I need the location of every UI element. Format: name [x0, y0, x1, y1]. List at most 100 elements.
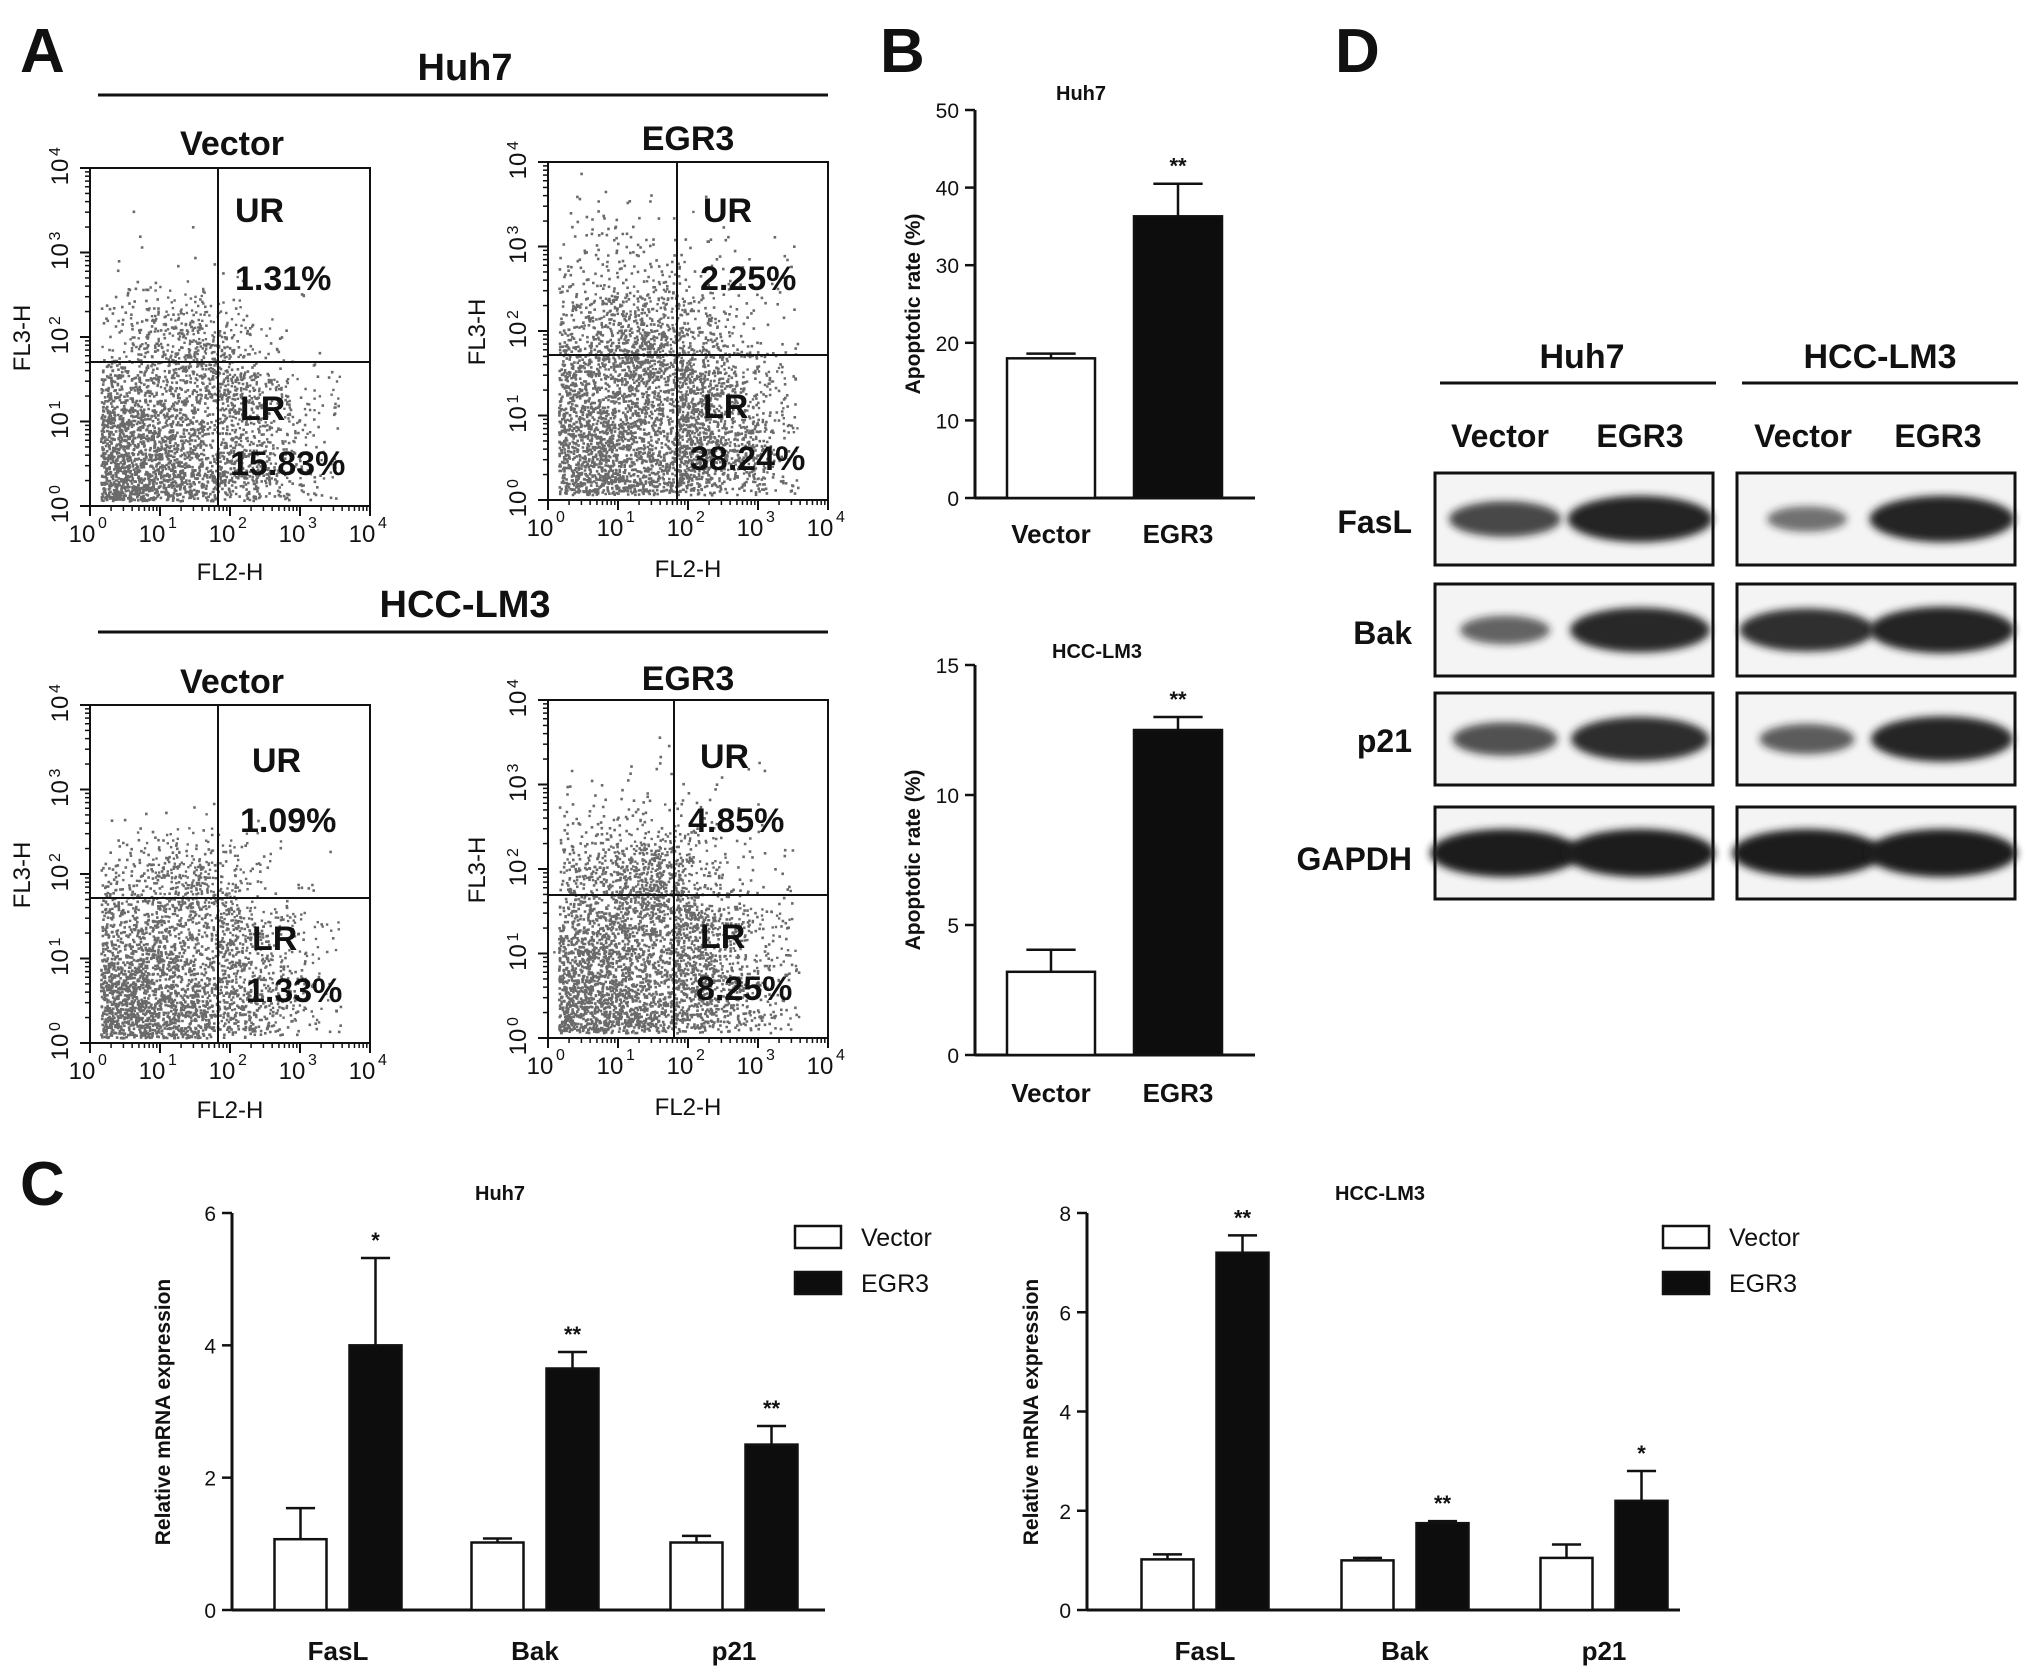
x-axis-label: FL2-H — [197, 559, 264, 586]
protein-band — [1430, 829, 1580, 877]
y-tick-exponent: 2 — [47, 316, 64, 325]
blot-protein-label: Bak — [1353, 615, 1412, 651]
bar — [1005, 970, 1097, 1057]
bar — [744, 1443, 799, 1612]
y-tick-label: 50 — [936, 100, 959, 123]
x-tick-label: 10 — [597, 515, 624, 542]
protein-band — [1565, 829, 1715, 877]
x-axis-label: FL2-H — [197, 1097, 264, 1124]
y-tick-label: 20 — [936, 333, 959, 356]
x-tick-label: 10 — [807, 515, 834, 542]
y-tick-label: 0 — [947, 1045, 959, 1068]
ur-percent: 1.31% — [235, 260, 331, 298]
x-axis-label: FL2-H — [655, 556, 722, 583]
protein-band — [1869, 606, 2015, 654]
y-tick-label: 0 — [947, 488, 959, 511]
protein-band — [1867, 829, 2017, 877]
bar — [348, 1344, 403, 1612]
bar — [273, 1537, 328, 1612]
bar — [1132, 728, 1224, 1057]
y-tick-exponent: 4 — [47, 147, 64, 156]
x-tick-exponent: 1 — [168, 1052, 177, 1069]
protein-band — [1759, 723, 1855, 755]
significance-marker: ** — [1434, 1491, 1452, 1516]
x-tick-exponent: 0 — [556, 1047, 565, 1064]
event-dot-cloud — [100, 210, 343, 503]
bar — [1340, 1559, 1395, 1612]
ur-label: UR — [703, 192, 752, 230]
category-label: EGR3 — [1143, 1078, 1214, 1108]
ur-label: UR — [700, 738, 749, 776]
legend-swatch — [793, 1224, 843, 1250]
panel-letter-c: C — [20, 1150, 65, 1219]
x-ticks: 10 0 10 1 10 2 10 3 10 4 — [527, 1038, 845, 1080]
x-tick-label: 10 — [737, 1053, 764, 1080]
category-label: p21 — [712, 1636, 757, 1666]
flow-plot: EGR3 UR 2.25% LR 38.24% FL2-H FL3-H 10 0 1… — [464, 120, 845, 583]
category-label: p21 — [1582, 1636, 1627, 1666]
y-tick-label: 2 — [204, 1468, 216, 1491]
y-tick-exponent: 0 — [47, 1022, 64, 1031]
y-tick-label: 10 — [505, 944, 532, 971]
y-tick-exponent: 2 — [505, 310, 522, 319]
y-tick-label: 6 — [204, 1203, 216, 1226]
x-tick-label: 10 — [527, 515, 554, 542]
lr-label: LR — [703, 388, 748, 426]
blot-lane-label: EGR3 — [1596, 418, 1683, 454]
flow-panel: Huh7 HCC-LM3 Vector UR 1.31% LR 15.83% F… — [9, 47, 845, 1124]
bar — [470, 1541, 525, 1612]
category-label: EGR3 — [1143, 519, 1214, 549]
protein-band — [1460, 615, 1550, 645]
y-ticks: 10 0 10 1 10 2 10 3 10 4 — [505, 679, 548, 1055]
legend-swatch — [1661, 1224, 1711, 1250]
flow-plot-title: EGR3 — [642, 660, 735, 698]
legend-label: Vector — [1729, 1224, 1800, 1252]
ur-percent: 1.09% — [240, 802, 336, 840]
x-tick-exponent: 2 — [238, 515, 247, 532]
protein-band — [1767, 506, 1847, 532]
x-tick-exponent: 0 — [98, 515, 107, 532]
x-tick-exponent: 0 — [556, 509, 565, 526]
x-ticks: 10 0 10 1 10 2 10 3 10 4 — [527, 500, 845, 542]
y-tick-label: 10 — [505, 860, 532, 887]
x-tick-label: 10 — [69, 1058, 96, 1085]
event-dot-cloud — [558, 172, 800, 497]
y-tick-exponent: 1 — [47, 401, 64, 410]
event-dots — [553, 736, 801, 1035]
protein-band — [1571, 716, 1709, 762]
bar — [1614, 1499, 1669, 1612]
y-axis-label: FL3-H — [9, 305, 36, 372]
chart-title: HCC-LM3 — [1052, 641, 1142, 663]
y-tick-label: 0 — [1059, 1600, 1071, 1623]
protein-band — [1567, 495, 1713, 543]
bar-chart-apoptosis-hcclm3: HCC-LM3 Apoptotic rate (%) 0 5 10 15 Vector ** E… — [902, 641, 1255, 1108]
y-tick-label: 10 — [47, 159, 74, 186]
x-tick-exponent: 4 — [836, 1047, 845, 1064]
y-axis-label: Apoptotic rate (%) — [902, 214, 925, 395]
blot-protein-label: GAPDH — [1296, 841, 1412, 877]
y-tick-exponent: 4 — [505, 141, 522, 150]
legend-label: Vector — [861, 1224, 932, 1252]
y-tick-label: 0 — [204, 1600, 216, 1623]
y-tick-label: 30 — [936, 255, 959, 278]
x-tick-label: 10 — [527, 1053, 554, 1080]
protein-band — [1570, 607, 1710, 653]
bar — [545, 1367, 600, 1612]
y-tick-label: 6 — [1059, 1302, 1071, 1325]
protein-band — [1449, 501, 1561, 537]
flow-plot: Vector UR 1.31% LR 15.83% FL2-H FL3-H 10… — [9, 125, 387, 586]
x-tick-label: 10 — [69, 521, 96, 548]
y-tick-exponent: 2 — [505, 848, 522, 857]
y-tick-exponent: 3 — [47, 769, 64, 778]
blot-protein-label: FasL — [1337, 504, 1412, 540]
protein-band — [1871, 716, 2013, 762]
y-tick-label: 10 — [47, 497, 74, 524]
category-label: Vector — [1011, 1078, 1091, 1108]
x-tick-exponent: 1 — [168, 515, 177, 532]
x-ticks: 10 0 10 1 10 2 10 3 10 4 — [69, 506, 387, 548]
y-tick-exponent: 0 — [47, 485, 64, 494]
x-tick-exponent: 1 — [626, 509, 635, 526]
x-tick-label: 10 — [279, 521, 306, 548]
x-tick-exponent: 3 — [308, 515, 317, 532]
